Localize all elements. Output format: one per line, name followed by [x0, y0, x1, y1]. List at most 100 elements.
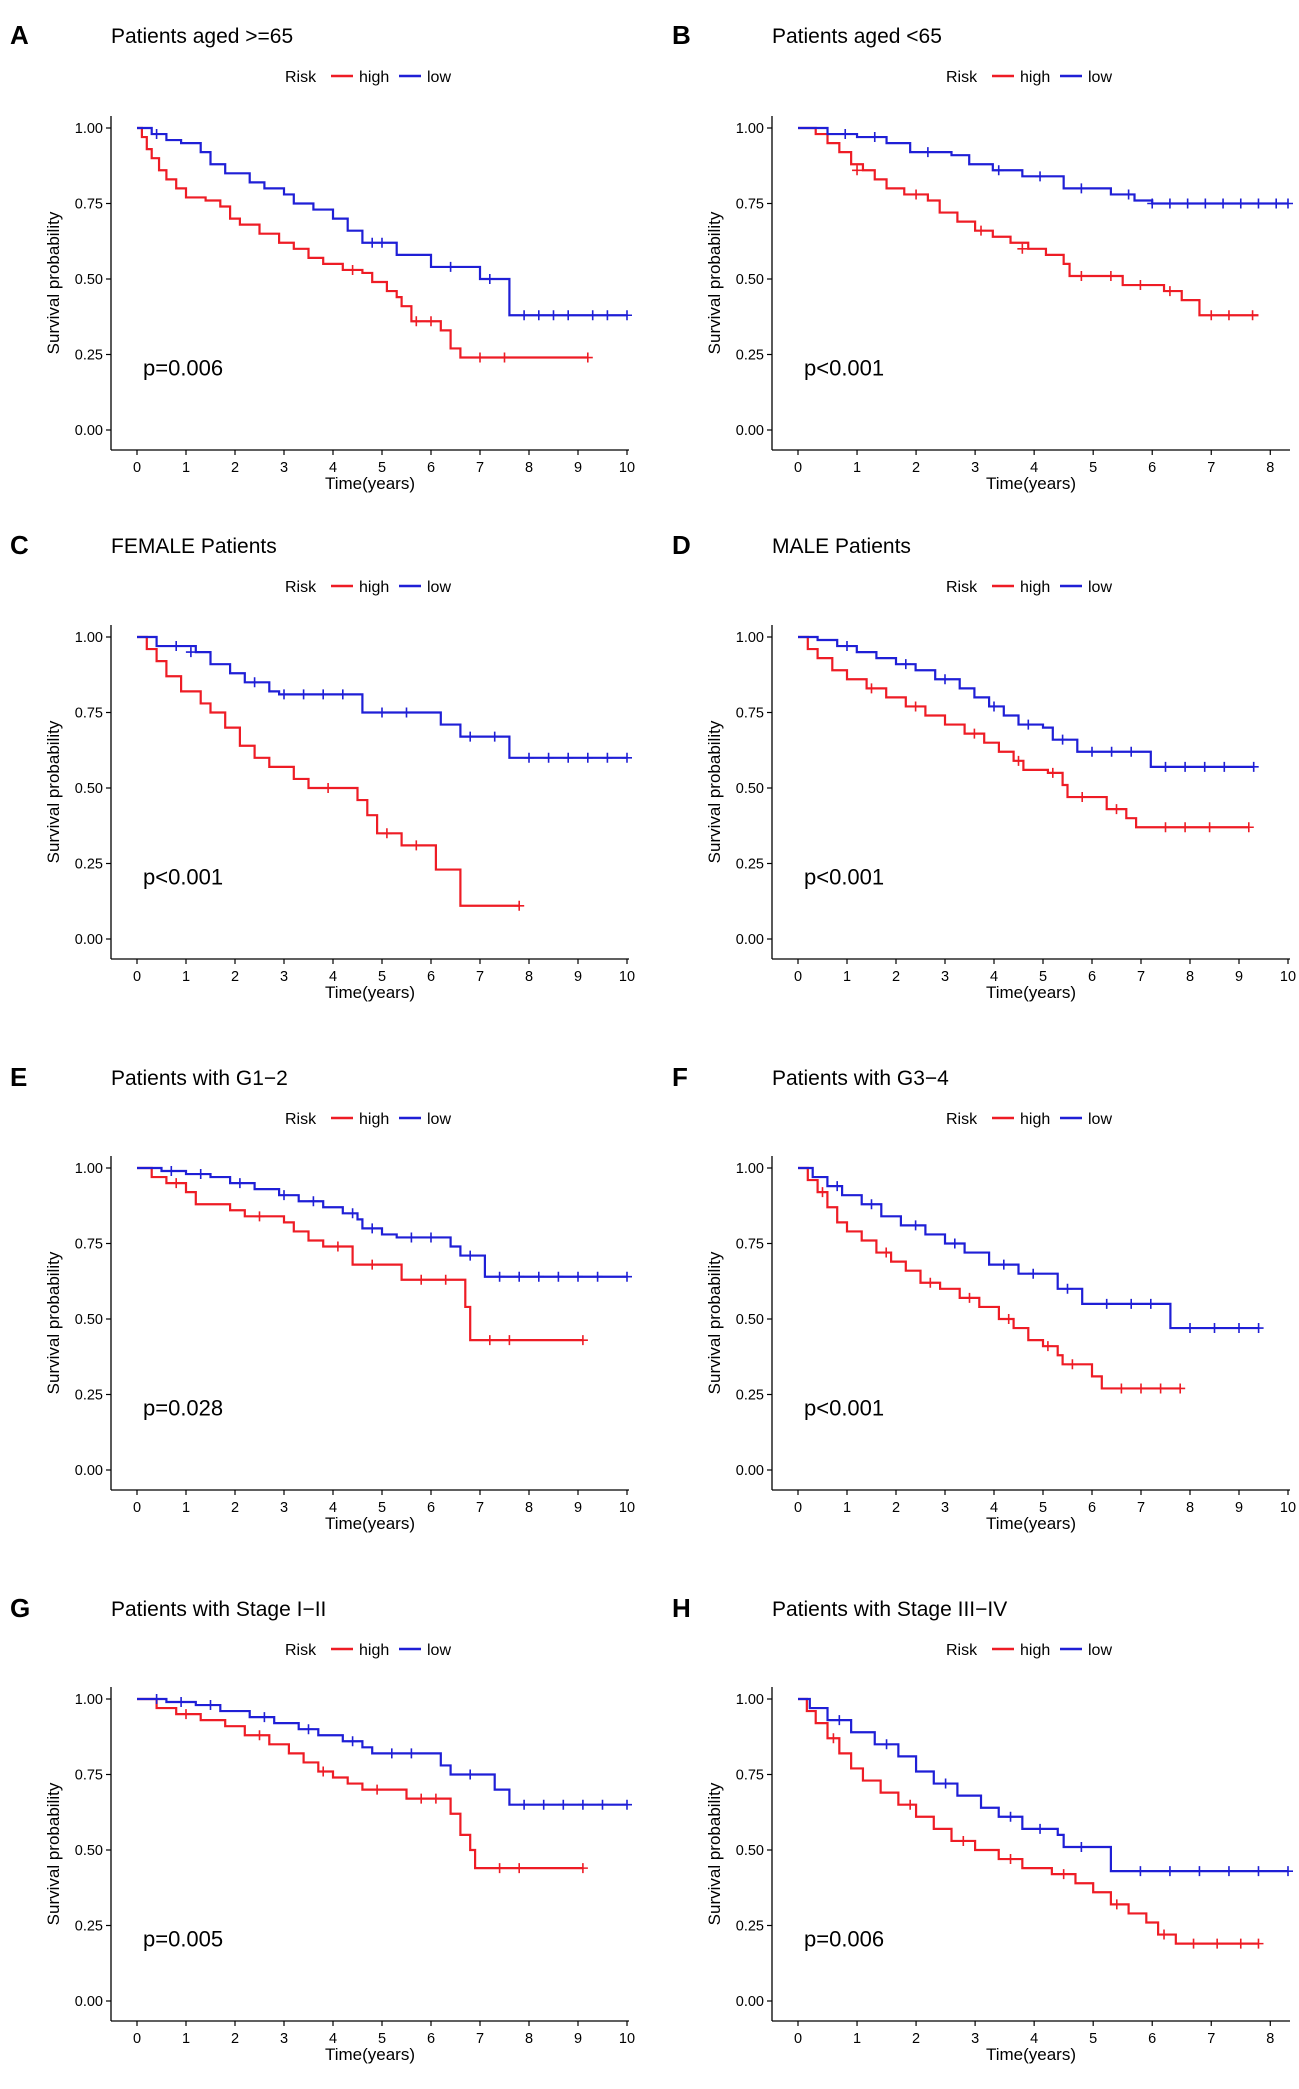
legend-title: Risk	[285, 69, 317, 86]
censor-mark-low	[205, 1700, 216, 1711]
p-value-annotation: p<0.001	[804, 356, 884, 381]
y-tick-label: 1.00	[75, 1161, 103, 1177]
censor-mark-high	[318, 1766, 329, 1777]
x-tick-label: 6	[427, 2031, 435, 2047]
panel-label: F	[672, 1062, 688, 1092]
legend-label-high: high	[359, 579, 389, 596]
panel-title: Patients with G1−2	[111, 1067, 288, 1090]
censor-mark-low	[1062, 1283, 1073, 1294]
censor-mark-high	[323, 783, 334, 793]
y-axis-label: Survival probability	[705, 720, 724, 863]
censor-mark-high	[582, 352, 593, 363]
censor-mark-high	[430, 1793, 441, 1804]
x-tick-label: 3	[280, 2031, 288, 2047]
x-tick-label: 7	[476, 969, 484, 985]
panel-h: H Patients with Stage III−IV Risk high low 0.…	[672, 1593, 1293, 2064]
panel-a: A Patients aged >=65 Risk high low 0.00 0.25 0.…	[10, 20, 635, 493]
censor-mark-high	[416, 1793, 427, 1804]
censor-mark-low	[1076, 183, 1087, 194]
censor-mark-low	[1164, 1866, 1175, 1877]
censor-mark-low	[558, 1799, 569, 1810]
censor-mark-high	[426, 316, 436, 327]
censor-mark-low	[573, 1271, 583, 1282]
x-tick-label: 3	[941, 1500, 949, 1516]
panel-title: Patients with Stage I−II	[111, 1598, 326, 1621]
censor-mark-low	[1035, 1823, 1046, 1834]
censor-mark-low	[869, 132, 880, 143]
censor-mark-low	[401, 707, 412, 718]
censor-mark-low	[1180, 761, 1191, 772]
y-tick-label: 0.25	[75, 857, 103, 873]
panel-title: Patients with G3−4	[772, 1067, 949, 1090]
x-tick-label: 9	[574, 2031, 582, 2047]
censor-mark-high	[1160, 822, 1171, 833]
censor-mark-high	[1111, 804, 1122, 815]
x-tick-label: 10	[619, 460, 635, 476]
censor-mark-low	[151, 1694, 162, 1704]
x-tick-label: 2	[892, 1500, 900, 1516]
censor-mark-high	[332, 1241, 343, 1252]
censor-mark-low	[347, 1736, 358, 1747]
censor-mark-low	[318, 689, 329, 700]
x-tick-label: 1	[182, 460, 190, 476]
censor-mark-high	[475, 352, 485, 363]
censor-mark-high	[181, 1709, 191, 1720]
panel-f: F Patients with G3−4 Risk high low 0.00 0.25 0.…	[672, 1062, 1296, 1533]
censor-mark-high	[1212, 1938, 1223, 1949]
x-tick-label: 0	[133, 969, 141, 985]
legend-label-high: high	[1020, 1642, 1050, 1659]
x-tick-label: 1	[853, 2031, 861, 2047]
censor-mark-low	[1164, 198, 1175, 209]
censor-mark-low	[592, 1271, 603, 1282]
x-tick-label: 4	[990, 969, 998, 985]
y-tick-label: 1.00	[736, 1692, 764, 1708]
censor-mark-low	[1235, 198, 1246, 209]
censor-mark-low	[533, 310, 544, 321]
x-axis-label: Time(years)	[986, 1514, 1076, 1533]
km-curve-high	[137, 635, 520, 907]
censor-mark-low	[1035, 171, 1046, 182]
censor-mark-low	[1200, 198, 1211, 209]
censor-mark-low	[587, 310, 598, 321]
km-curve-high	[137, 126, 588, 359]
censor-mark-high	[1135, 280, 1146, 291]
censor-mark-low	[622, 752, 632, 763]
x-tick-label: 8	[525, 1500, 533, 1516]
censor-mark-low	[998, 1259, 1009, 1270]
y-tick-label: 0.25	[736, 1919, 764, 1935]
censor-mark-high	[411, 840, 422, 851]
censor-mark-low	[842, 641, 852, 652]
censor-mark-high	[1116, 1383, 1127, 1394]
censor-mark-high	[577, 1335, 588, 1346]
censor-mark-low	[582, 752, 593, 763]
censor-mark-high	[911, 189, 922, 200]
censor-mark-low	[548, 310, 559, 321]
x-tick-label: 4	[329, 460, 337, 476]
y-tick-label: 1.00	[75, 630, 103, 646]
y-tick-label: 0.50	[75, 1312, 103, 1328]
panel-e: E Patients with G1−2 Risk high low 0.00 0.25 0.…	[10, 1062, 635, 1533]
censor-mark-low	[1101, 1298, 1112, 1309]
panel-c: C FEMALE Patients Risk high low 0.00 0.25 0.50 0…	[10, 530, 635, 1002]
x-axis-label: Time(years)	[325, 1514, 415, 1533]
x-tick-label: 6	[1148, 2031, 1156, 2047]
x-tick-label: 2	[231, 1500, 239, 1516]
legend-label-high: high	[359, 1642, 389, 1659]
legend-title: Risk	[946, 1111, 978, 1128]
y-axis-label: Survival probability	[44, 720, 63, 863]
censor-mark-high	[1247, 310, 1258, 321]
x-tick-label: 3	[280, 1500, 288, 1516]
x-tick-label: 5	[1089, 460, 1097, 476]
y-tick-label: 0.75	[75, 197, 103, 213]
censor-mark-low	[465, 1250, 476, 1261]
censor-mark-high	[817, 1187, 828, 1198]
censor-mark-low	[1223, 1866, 1234, 1877]
x-tick-label: 5	[378, 2031, 386, 2047]
y-tick-label: 1.00	[736, 1161, 764, 1177]
censor-mark-high	[440, 1274, 451, 1285]
y-tick-label: 0.50	[75, 1843, 103, 1859]
censor-mark-high	[514, 900, 525, 911]
censor-mark-low	[622, 1271, 632, 1282]
x-tick-label: 2	[892, 969, 900, 985]
x-tick-label: 8	[525, 460, 533, 476]
